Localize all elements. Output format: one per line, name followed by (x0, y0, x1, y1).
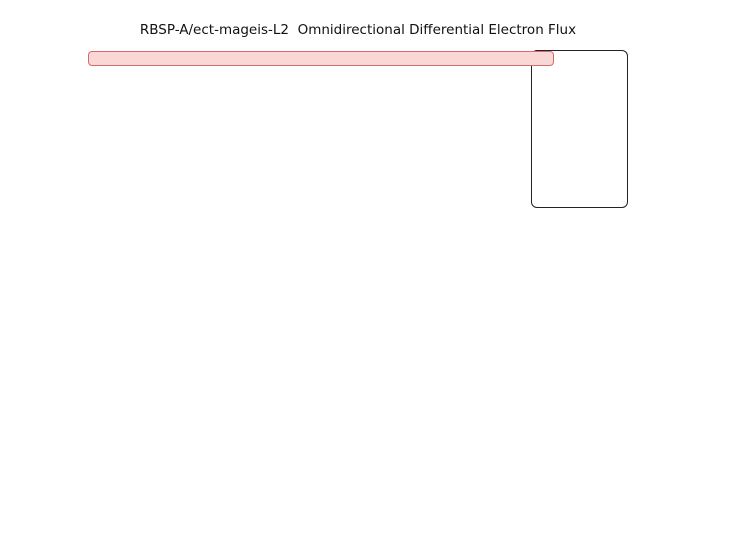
plot-title: RBSP-A/ect-mageis-L2 Omnidirectional Dif… (139, 22, 577, 38)
warning-message[interactable] (88, 51, 554, 66)
legend-box[interactable] (531, 50, 628, 208)
